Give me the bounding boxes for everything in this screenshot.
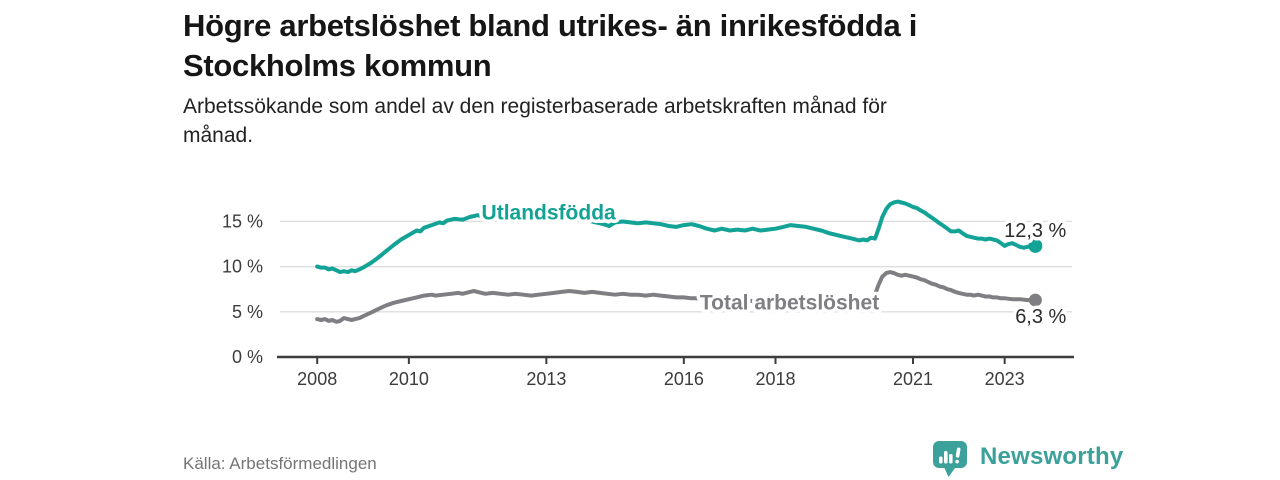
series-line-1	[315, 199, 1038, 275]
brand-name: Newsworthy	[980, 443, 1124, 470]
end-value-label-2: 6,3 %	[1015, 306, 1066, 328]
newsworthy-logo[interactable]: Newsworthy	[933, 440, 1123, 478]
y-tick-label: 0 %	[232, 347, 263, 367]
series-end-dot-1	[1028, 238, 1043, 253]
x-tick-label: 2010	[389, 369, 429, 389]
y-tick-label: 15 %	[222, 211, 263, 231]
x-tick-label: 2013	[526, 369, 566, 389]
end-value-label-1: 12,3 %	[1004, 220, 1066, 242]
source-note: Källa: Arbetsförmedlingen	[183, 454, 377, 473]
x-tick-label: 2023	[985, 369, 1025, 389]
page-title: Högre arbetslöshet bland utrikes- än inr…	[183, 8, 918, 83]
series-end-dot-2	[1028, 293, 1042, 307]
series-label-1: Utlandsfödda	[482, 201, 616, 224]
series-line-2	[315, 270, 1038, 324]
x-tick-label: 2008	[297, 369, 337, 389]
x-tick-label: 2018	[755, 369, 795, 389]
x-tick-label: 2016	[664, 369, 704, 389]
exclamation-glyph	[955, 447, 961, 463]
y-tick-label: 5 %	[232, 302, 263, 322]
series-label-2: Total arbetslöshet	[700, 291, 879, 314]
y-tick-label: 10 %	[222, 257, 263, 277]
chart-subtitle: Arbetssökande som andel av den registerb…	[183, 95, 887, 147]
x-tick-label: 2021	[893, 369, 933, 389]
newsworthy-bubble-chart-icon	[933, 440, 967, 477]
